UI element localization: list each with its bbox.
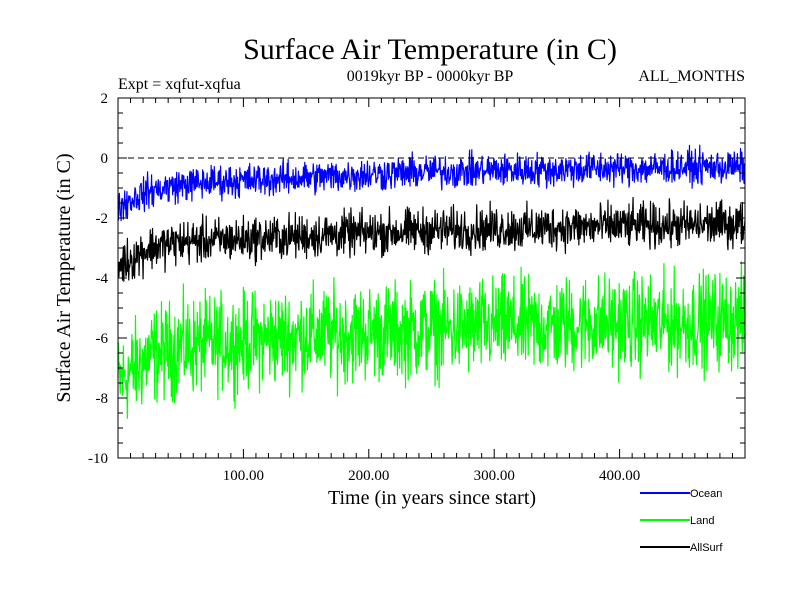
- y-tick-label: 0: [101, 151, 109, 167]
- legend: Ocean Land AllSurf: [640, 488, 723, 554]
- y-tick-label: -2: [96, 211, 109, 227]
- experiment-label: Expt = xqfut-xqfua: [118, 76, 241, 93]
- y-axis-label: Surface Air Temperature (in C): [53, 153, 75, 402]
- series-layer: [117, 144, 746, 419]
- y-tick-label: -10: [88, 451, 108, 467]
- y-tick-label: -4: [96, 271, 109, 287]
- legend-label-ocean: Ocean: [690, 488, 722, 500]
- period-label: 0019kyr BP - 0000kyr BP: [347, 68, 514, 85]
- series-line-land: [117, 261, 746, 419]
- y-tick-label: -6: [96, 331, 109, 347]
- y-tick-label: -8: [96, 391, 109, 407]
- x-tick-label: 100.00: [223, 468, 264, 484]
- x-tick-label: 200.00: [348, 468, 389, 484]
- x-tick-label: 300.00: [474, 468, 515, 484]
- series-line-allsurf: [117, 196, 746, 282]
- legend-label-land: Land: [690, 515, 714, 527]
- y-tick-label: 2: [101, 91, 109, 107]
- x-axis-label: Time (in years since start): [328, 487, 536, 509]
- series-line-ocean: [117, 144, 746, 222]
- legend-label-allsurf: AllSurf: [690, 542, 723, 554]
- x-tick-label: 400.00: [599, 468, 640, 484]
- months-label: ALL_MONTHS: [638, 68, 745, 85]
- ticks-layer: 100.00 200.00 300.00 400.00 2 0 -2 -4 -6 -8 -10: [88, 91, 745, 484]
- chart-title: Surface Air Temperature (in C): [243, 33, 617, 66]
- plot-frame: [117, 97, 746, 459]
